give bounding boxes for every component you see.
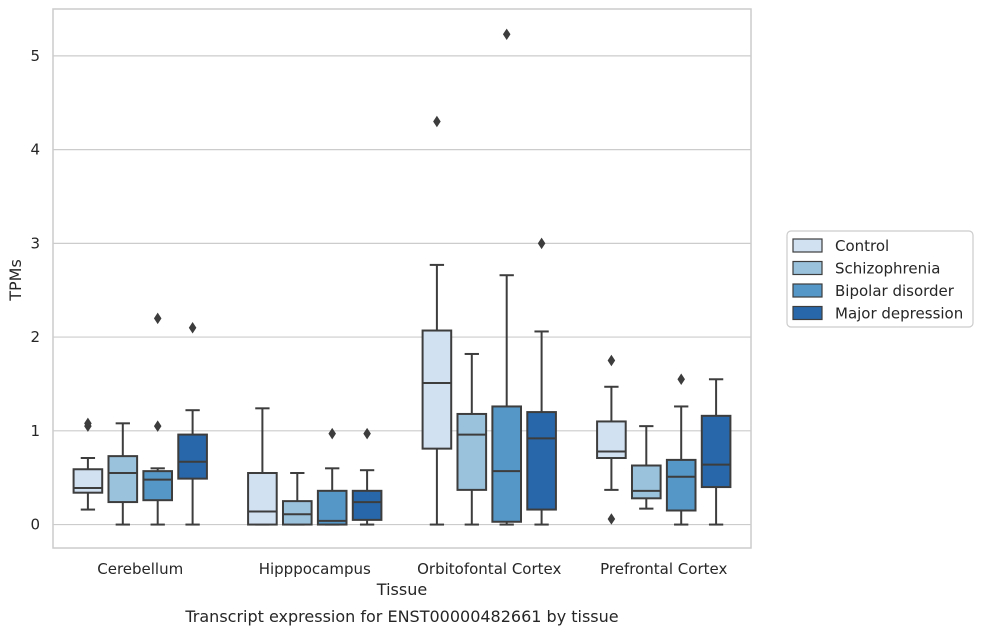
box-group <box>316 427 348 526</box>
box-iqr <box>281 500 313 526</box>
outlier-point <box>84 417 92 430</box>
y-tick-label: 3 <box>30 234 40 252</box>
outlier-point <box>363 427 371 440</box>
chart-caption: Transcript expression for ENST0000048266… <box>184 607 618 626</box>
outlier-point <box>607 354 616 367</box>
box-iqr <box>316 489 348 526</box>
outlier-point <box>328 427 336 440</box>
plot-frame <box>52 8 752 549</box>
legend-entry-label: Schizophrenia <box>835 260 940 278</box>
y-tick-label: 0 <box>30 516 40 534</box>
x-axis-label: Tissue <box>376 580 427 599</box>
box-iqr <box>630 464 662 500</box>
box-group <box>665 373 697 526</box>
box-group <box>142 312 174 526</box>
box-group <box>107 422 139 526</box>
box-iqr <box>596 420 627 460</box>
outlier-point <box>607 513 616 525</box>
box-groups <box>72 28 732 526</box>
legend-swatch <box>792 305 823 321</box>
legend-entry-label: Control <box>835 237 889 255</box>
box-group <box>247 407 278 526</box>
legend-entry-label: Major depression <box>835 305 963 323</box>
box-group <box>596 354 627 525</box>
x-tick-label: Cerebellum <box>97 560 183 578</box>
box-group <box>351 427 383 526</box>
legend-frame <box>786 230 974 328</box>
outlier-point <box>677 373 685 385</box>
outlier-point <box>502 28 511 41</box>
box-group <box>72 417 104 511</box>
box-iqr <box>142 470 174 502</box>
box-group <box>491 28 523 526</box>
outlier-point <box>188 321 197 334</box>
legend-swatch <box>792 260 823 276</box>
box-group <box>281 472 313 526</box>
y-axis-ticks: 0 1 2 3 4 5 <box>30 47 40 534</box>
box-group <box>630 425 662 510</box>
box-iqr <box>107 455 139 504</box>
box-group <box>421 115 453 526</box>
legend: Control Schizophrenia Bipolar disorder Majo… <box>786 230 974 328</box>
y-tick-label: 2 <box>30 328 40 346</box>
outlier-point <box>433 115 441 128</box>
y-tick-label: 4 <box>30 141 40 159</box>
box-iqr <box>351 489 383 521</box>
box-iqr <box>491 405 523 523</box>
outlier-point <box>537 237 546 250</box>
box-iqr <box>72 468 104 494</box>
x-axis-ticks: Cerebellum Hipppocampus Orbitofontal Corte… <box>97 560 727 578</box>
box-group <box>177 321 208 526</box>
legend-swatch <box>792 238 823 253</box>
y-axis-label: TPMs <box>6 259 25 302</box>
box-group <box>526 237 557 526</box>
box-iqr <box>665 458 697 512</box>
legend-entry-label: Bipolar disorder <box>835 282 955 300</box>
box-iqr <box>421 329 453 450</box>
grid-lines <box>53 55 751 526</box>
plot-border <box>52 8 752 549</box>
box-group <box>456 352 488 526</box>
box-iqr <box>247 472 278 526</box>
y-tick-label: 1 <box>30 422 40 440</box>
x-tick-label: Prefrontal Cortex <box>600 560 727 578</box>
y-tick-label: 5 <box>30 47 40 65</box>
box-iqr <box>700 414 732 489</box>
legend-swatch <box>792 283 823 298</box>
x-tick-label: Orbitofontal Cortex <box>417 560 561 578</box>
box-group <box>700 378 732 526</box>
outlier-point <box>153 420 162 432</box>
box-iqr <box>177 433 208 480</box>
x-tick-label: Hipppocampus <box>259 560 371 578</box>
outlier-point <box>153 312 162 325</box>
box-iqr <box>526 411 557 511</box>
box-iqr <box>456 412 488 491</box>
